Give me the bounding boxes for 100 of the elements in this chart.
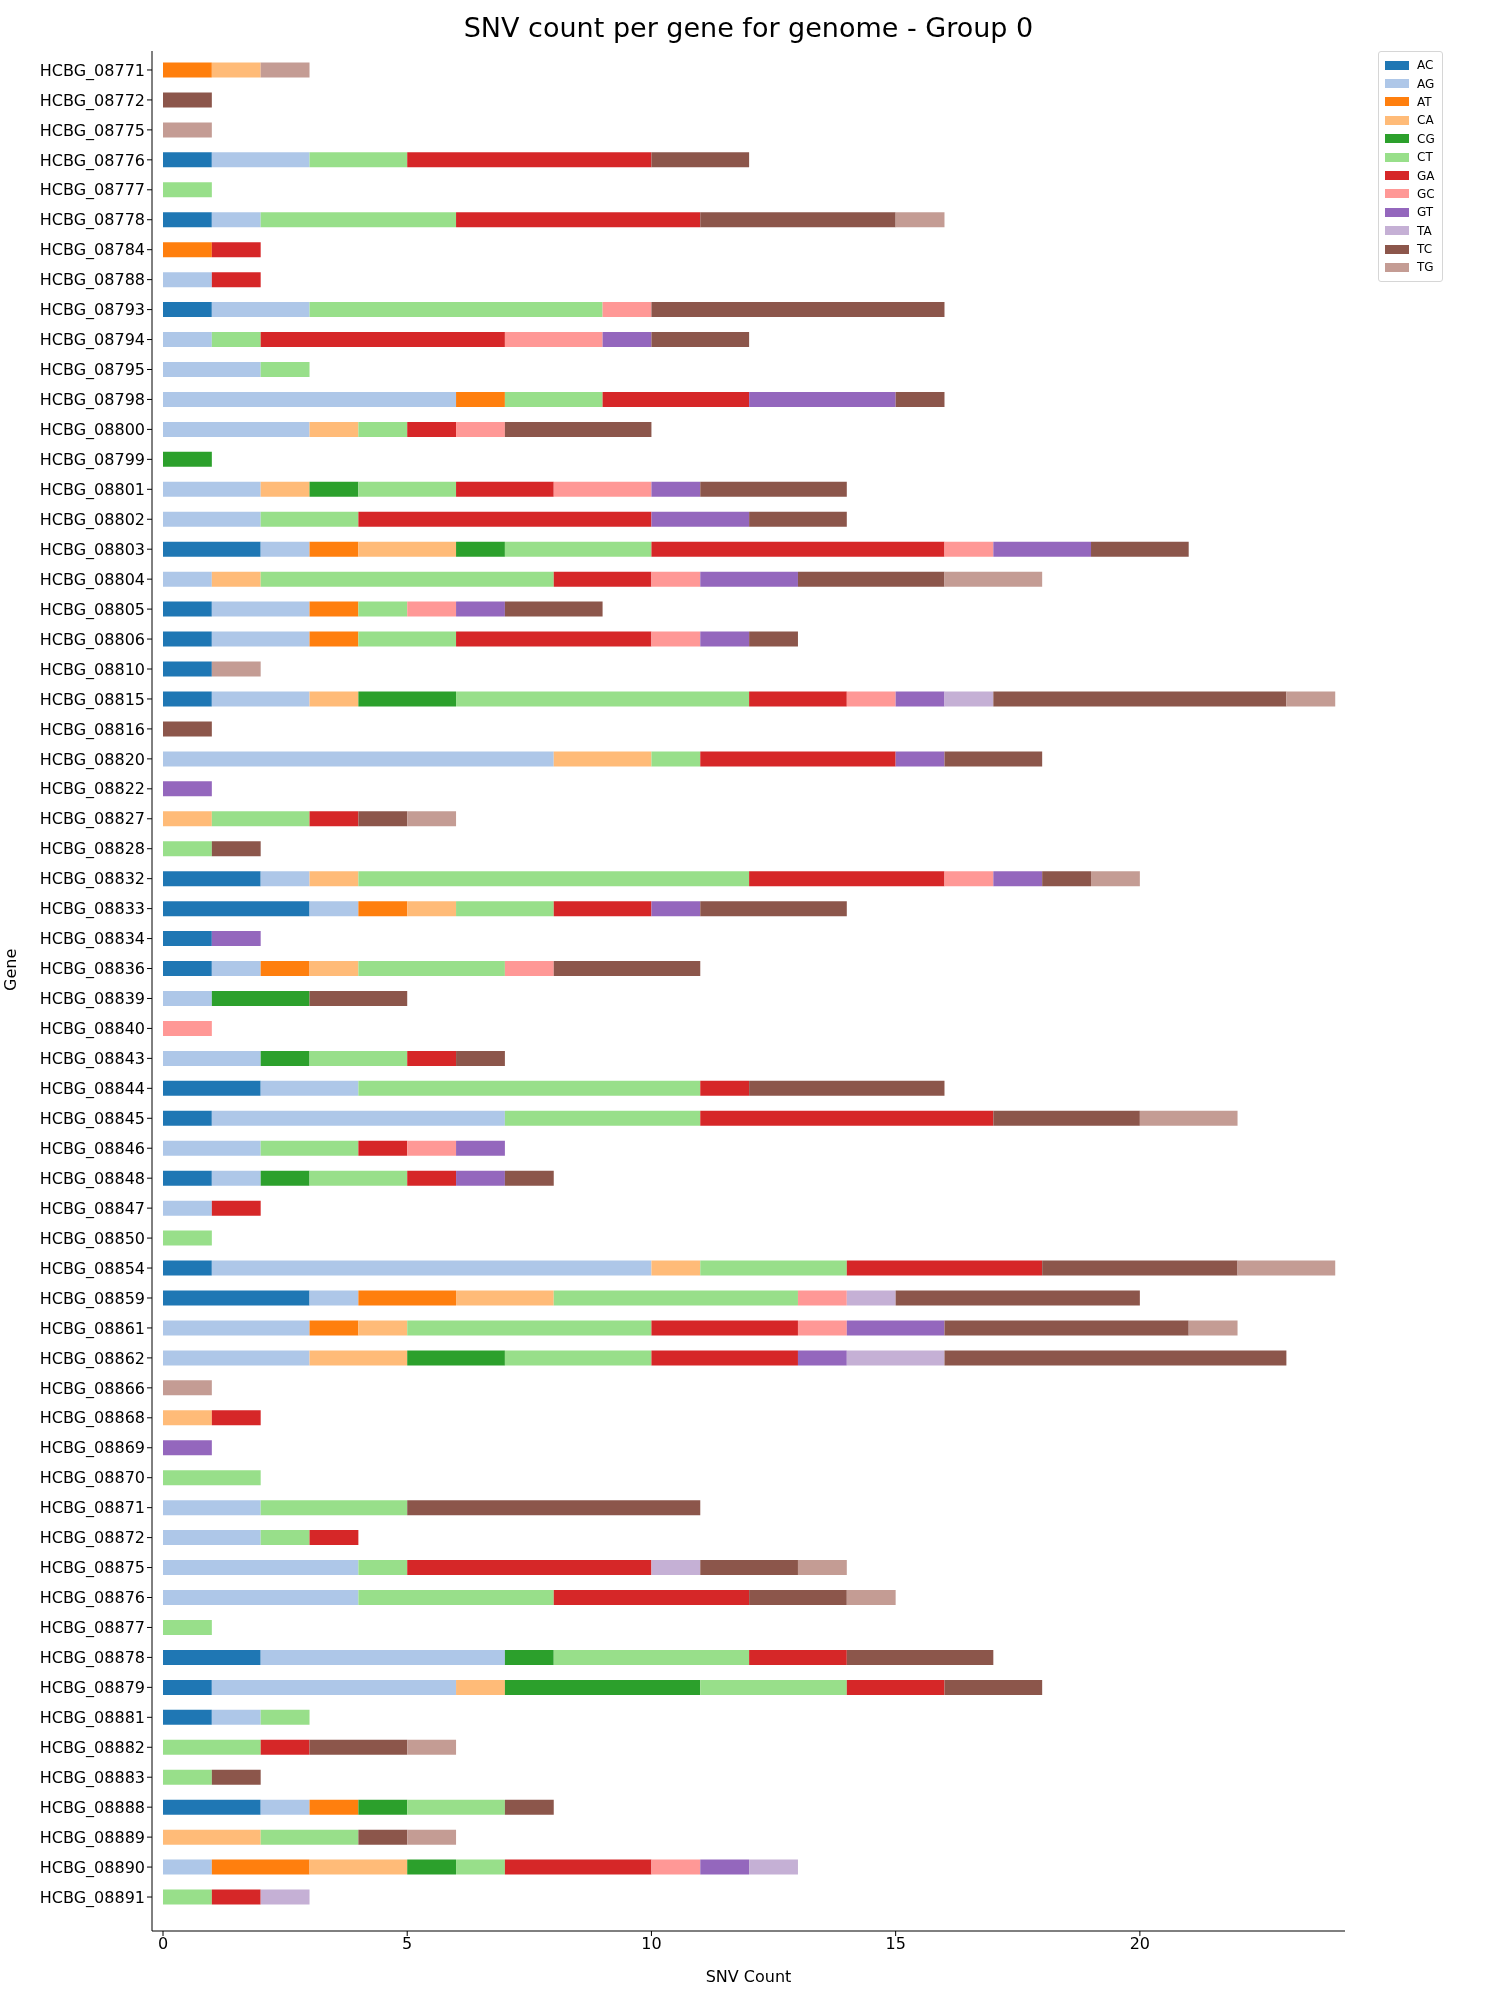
bar <box>651 511 750 527</box>
bar <box>163 1889 212 1905</box>
bar <box>407 1799 505 1815</box>
bar <box>163 1380 212 1396</box>
bar <box>797 1290 847 1306</box>
bar <box>700 571 798 587</box>
bar <box>456 541 505 557</box>
bar <box>797 1350 847 1366</box>
bar <box>651 1350 798 1366</box>
y-tick-label: HCBG_08883 <box>39 1767 145 1788</box>
bar <box>260 362 310 377</box>
bar <box>211 1859 310 1875</box>
bar <box>358 481 457 497</box>
y-tick-label: HCBG_08834 <box>39 929 145 950</box>
bar <box>211 332 261 348</box>
bar <box>211 841 261 857</box>
bar <box>163 1170 212 1186</box>
bar <box>163 92 212 108</box>
bar <box>553 1649 750 1665</box>
bar <box>895 1290 1140 1306</box>
bar <box>407 1170 457 1186</box>
bar <box>211 1260 652 1276</box>
bar <box>700 1110 994 1126</box>
bar <box>407 901 457 917</box>
bar <box>602 391 750 407</box>
bar <box>358 901 408 917</box>
y-tick-label: HCBG_08776 <box>39 150 145 171</box>
bar <box>309 901 359 917</box>
bar <box>309 961 359 977</box>
bar <box>163 931 212 947</box>
bar <box>358 421 408 437</box>
bar <box>1091 871 1140 887</box>
bar <box>163 1829 261 1845</box>
bar <box>700 751 896 767</box>
y-tick-label: HCBG_08876 <box>39 1588 145 1609</box>
bar <box>163 1470 261 1486</box>
y-tick-label: HCBG_08881 <box>39 1707 145 1728</box>
y-tick-label: HCBG_08840 <box>39 1019 145 1040</box>
bar <box>260 212 457 228</box>
bar <box>407 1829 457 1845</box>
y-tick-label: HCBG_08848 <box>39 1168 145 1189</box>
bar <box>846 691 896 707</box>
bar <box>163 1859 212 1875</box>
bar <box>749 1080 945 1096</box>
bar <box>700 901 847 917</box>
bar <box>651 1320 798 1336</box>
bar <box>358 1290 457 1306</box>
bar <box>895 212 945 228</box>
bar <box>309 1170 408 1186</box>
y-tick-label: HCBG_08891 <box>39 1887 145 1908</box>
y-tick-label: HCBG_08847 <box>39 1198 145 1219</box>
bar <box>211 302 310 318</box>
legend-label: AG <box>1417 76 1435 91</box>
bar <box>944 871 994 887</box>
y-tick-label: HCBG_08788 <box>39 270 145 291</box>
bar <box>358 691 457 707</box>
bar <box>211 62 261 78</box>
bar <box>163 1260 212 1276</box>
bar <box>260 961 310 977</box>
y-tick-label: HCBG_08798 <box>39 390 145 411</box>
y-tick-label: HCBG_08859 <box>39 1288 145 1309</box>
y-tick-label: HCBG_08875 <box>39 1558 145 1579</box>
bar <box>651 332 750 348</box>
y-tick-label: HCBG_08878 <box>39 1648 145 1669</box>
bar <box>602 302 652 318</box>
bar <box>211 571 261 587</box>
bar <box>260 571 554 587</box>
bar <box>504 421 652 437</box>
bar <box>163 691 212 707</box>
bar <box>309 421 359 437</box>
bar <box>260 1649 505 1665</box>
legend-label: CG <box>1417 131 1435 146</box>
bar <box>504 1649 554 1665</box>
bar <box>944 541 994 557</box>
bar <box>358 631 457 647</box>
bar <box>504 541 652 557</box>
bar <box>651 571 701 587</box>
y-tick-label: HCBG_08827 <box>39 809 145 830</box>
bar <box>700 1260 847 1276</box>
bar <box>163 990 212 1006</box>
bar <box>163 1649 261 1665</box>
bar <box>309 691 359 707</box>
bar <box>163 1110 212 1126</box>
legend-label: AC <box>1417 58 1434 73</box>
bar <box>846 1590 896 1606</box>
y-tick-label: HCBG_08772 <box>39 90 145 111</box>
bar <box>309 601 359 617</box>
bar <box>553 901 652 917</box>
bar <box>651 302 945 318</box>
bar <box>163 62 212 78</box>
legend-label: TA <box>1417 223 1432 238</box>
bar <box>456 212 701 228</box>
y-tick-label: HCBG_08795 <box>39 360 145 381</box>
bar <box>211 212 261 228</box>
bar <box>163 1739 261 1755</box>
bar <box>163 1590 359 1606</box>
bar <box>700 1679 847 1695</box>
bar <box>797 1560 847 1576</box>
y-tick-label: HCBG_08784 <box>39 240 145 261</box>
y-tick-label: HCBG_08802 <box>39 509 145 530</box>
